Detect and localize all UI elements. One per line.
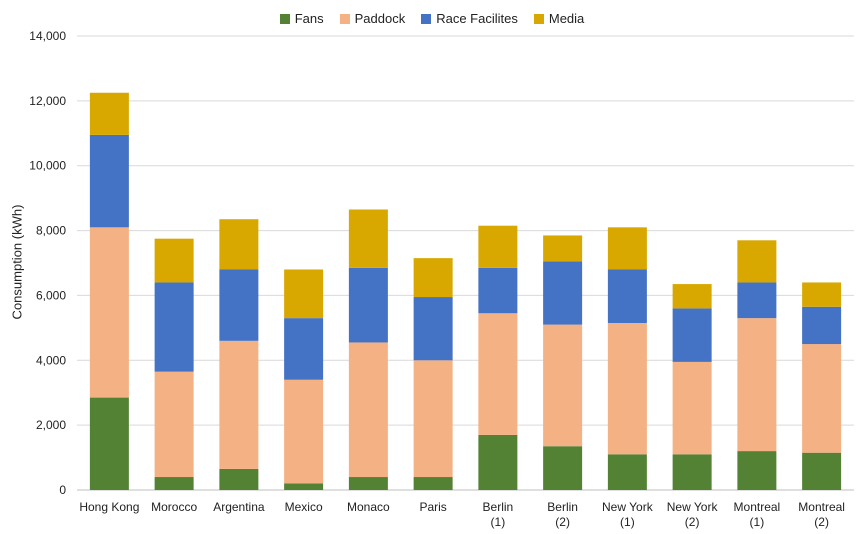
x-tick-label: Montreal bbox=[798, 500, 845, 514]
x-tick-label: Berlin bbox=[547, 500, 578, 514]
legend-label-fans: Fans bbox=[294, 11, 324, 26]
bar-media bbox=[672, 284, 712, 309]
bar-fans bbox=[348, 477, 388, 490]
bar-paddock bbox=[413, 360, 453, 478]
x-tick-label: Hong Kong bbox=[79, 500, 139, 514]
bar-media bbox=[89, 92, 129, 135]
bar-race-facilites bbox=[802, 306, 842, 345]
bar-media bbox=[802, 282, 842, 307]
bar-paddock bbox=[348, 342, 388, 478]
legend: Fans Paddock Race Facilites Media bbox=[0, 11, 864, 26]
bar-race-facilites bbox=[89, 134, 129, 228]
bar-paddock bbox=[802, 344, 842, 453]
y-tick-label: 6,000 bbox=[36, 288, 66, 302]
bar-race-facilites bbox=[348, 267, 388, 343]
bar-fans bbox=[219, 468, 259, 490]
y-tick-label: 14,000 bbox=[29, 29, 66, 43]
bar-race-facilites bbox=[478, 267, 518, 314]
y-tick-label: 4,000 bbox=[36, 353, 66, 367]
bar-media bbox=[478, 225, 518, 268]
y-tick-label: 12,000 bbox=[29, 94, 66, 108]
x-tick-label: Mexico bbox=[285, 500, 323, 514]
x-tick-label: (1) bbox=[750, 515, 765, 529]
bar-fans bbox=[543, 446, 583, 490]
bar-media bbox=[154, 238, 194, 283]
bar-race-facilites bbox=[543, 261, 583, 325]
bar-fans bbox=[478, 434, 518, 490]
bar-paddock bbox=[607, 322, 647, 455]
y-tick-label: 2,000 bbox=[36, 418, 66, 432]
bar-media bbox=[413, 258, 453, 298]
bar-fans bbox=[802, 452, 842, 490]
bar-race-facilites bbox=[737, 282, 777, 319]
bar-media bbox=[737, 240, 777, 283]
x-tick-label: Paris bbox=[419, 500, 446, 514]
bar-fans bbox=[89, 397, 129, 490]
bar-race-facilites bbox=[284, 318, 324, 380]
bar-fans bbox=[672, 454, 712, 490]
bar-fans bbox=[607, 454, 647, 490]
x-tick-label: (2) bbox=[814, 515, 829, 529]
legend-label-paddock: Paddock bbox=[354, 11, 406, 26]
legend-label-media: Media bbox=[548, 11, 585, 26]
bar-fans bbox=[737, 451, 777, 490]
legend-item-fans: Fans bbox=[279, 11, 324, 26]
bar-race-facilites bbox=[672, 308, 712, 362]
bar-paddock bbox=[672, 361, 712, 455]
bar-fans bbox=[413, 477, 453, 490]
y-tick-label: 10,000 bbox=[29, 159, 66, 173]
legend-item-race-facilites: Race Facilites bbox=[421, 11, 518, 26]
x-tick-label: (1) bbox=[620, 515, 635, 529]
bar-fans bbox=[284, 483, 324, 490]
bar-paddock bbox=[284, 379, 324, 484]
bar-media bbox=[348, 209, 388, 268]
bar-media bbox=[284, 269, 324, 319]
x-tick-label: New York bbox=[667, 500, 719, 514]
bar-paddock bbox=[737, 318, 777, 452]
bar-media bbox=[607, 227, 647, 270]
legend-item-paddock: Paddock bbox=[339, 11, 406, 26]
y-tick-label: 8,000 bbox=[36, 224, 66, 238]
bar-race-facilites bbox=[413, 297, 453, 361]
bar-media bbox=[543, 235, 583, 262]
legend-swatch-fans bbox=[279, 13, 290, 24]
legend-swatch-race-facilites bbox=[421, 13, 432, 24]
x-tick-label: Montreal bbox=[734, 500, 781, 514]
bar-fans bbox=[154, 477, 194, 490]
legend-swatch-media bbox=[533, 13, 544, 24]
legend-swatch-paddock bbox=[339, 13, 350, 24]
legend-label-race-facilites: Race Facilites bbox=[436, 11, 518, 26]
x-tick-label: (2) bbox=[685, 515, 700, 529]
bar-race-facilites bbox=[154, 282, 194, 372]
x-tick-label: (2) bbox=[555, 515, 570, 529]
bar-media bbox=[219, 219, 259, 270]
bar-paddock bbox=[478, 313, 518, 435]
bar-paddock bbox=[543, 324, 583, 447]
x-tick-label: New York bbox=[602, 500, 654, 514]
x-tick-label: Morocco bbox=[151, 500, 197, 514]
bar-paddock bbox=[154, 371, 194, 478]
bar-paddock bbox=[89, 227, 129, 398]
x-tick-label: Berlin bbox=[483, 500, 514, 514]
x-tick-label: Monaco bbox=[347, 500, 390, 514]
bar-race-facilites bbox=[219, 269, 259, 341]
bar-race-facilites bbox=[607, 269, 647, 323]
x-tick-label: (1) bbox=[491, 515, 506, 529]
bar-paddock bbox=[219, 340, 259, 469]
legend-item-media: Media bbox=[533, 11, 585, 26]
x-tick-label: Argentina bbox=[213, 500, 265, 514]
y-tick-label: 0 bbox=[59, 483, 66, 497]
